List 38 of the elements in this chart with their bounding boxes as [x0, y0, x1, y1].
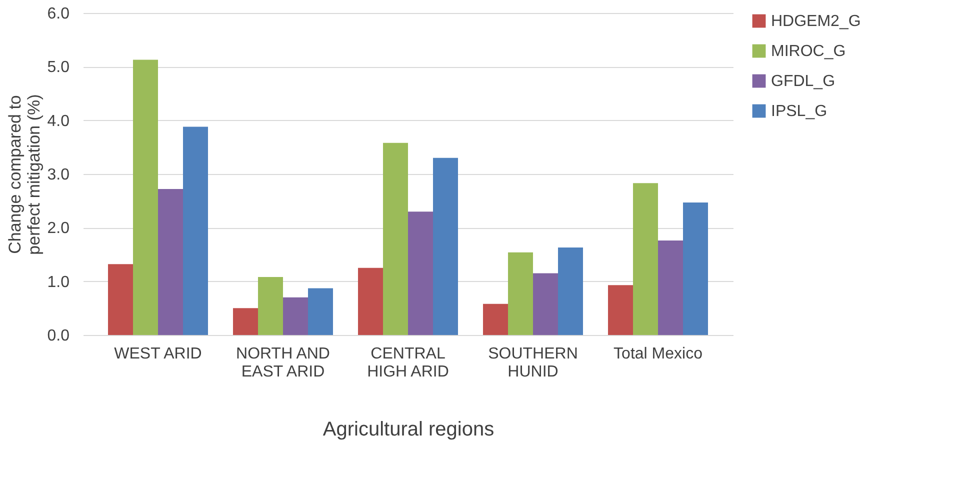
bar	[283, 297, 308, 335]
bar	[108, 264, 133, 335]
legend-label: IPSL_G	[771, 103, 828, 120]
bar	[433, 158, 458, 335]
bar	[308, 288, 333, 335]
x-tick-label: NORTH AND EAST ARID	[236, 346, 330, 380]
bar	[483, 304, 508, 335]
bar	[633, 183, 658, 335]
bar	[258, 277, 283, 335]
y-axis-title: Change compared to perfect mitigation (%)	[5, 94, 44, 255]
bar	[158, 189, 183, 335]
y-tick-label: 6.0	[47, 6, 70, 22]
y-tick-label: 0.0	[47, 328, 70, 344]
bar	[133, 60, 158, 335]
legend-label: MIROC_G	[771, 43, 846, 60]
legend-label: GFDL_G	[771, 73, 836, 90]
x-tick-label: Total Mexico	[614, 346, 703, 362]
bar	[533, 273, 558, 335]
bar	[233, 308, 258, 335]
bar	[558, 248, 583, 335]
x-tick-label: CENTRAL HIGH ARID	[367, 346, 449, 380]
y-tick-label: 1.0	[47, 274, 70, 291]
bar	[658, 240, 683, 335]
y-tick-label: 5.0	[47, 59, 70, 76]
bar	[183, 126, 208, 335]
bar	[358, 268, 383, 335]
y-tick-label: 2.0	[47, 220, 70, 238]
legend-label: HDGEM2_G	[771, 13, 861, 30]
y-tick-label: 4.0	[47, 112, 70, 130]
bar	[683, 202, 708, 335]
bar	[508, 252, 533, 335]
bar	[383, 142, 408, 335]
bar	[408, 212, 433, 335]
bar	[608, 285, 633, 335]
x-axis-title: Agricultural regions	[322, 418, 494, 440]
x-tick-label: WEST ARID	[114, 346, 202, 362]
x-tick-label: SOUTHERN HUNID	[488, 346, 578, 380]
y-tick-label: 3.0	[47, 166, 70, 184]
